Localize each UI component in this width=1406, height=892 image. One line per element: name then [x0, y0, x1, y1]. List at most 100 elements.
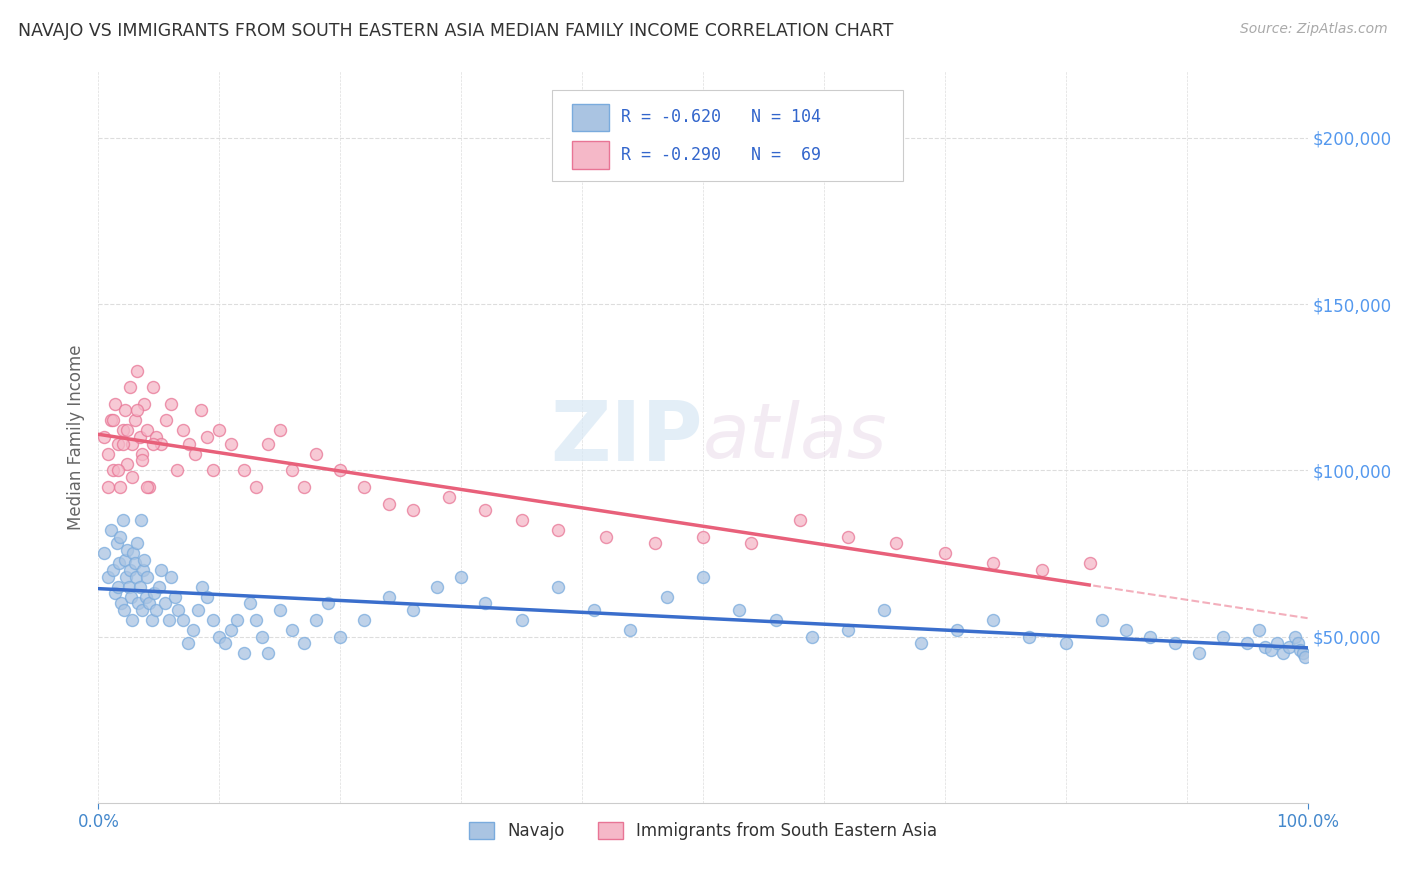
- Point: [1278, 640, 1301, 654]
- Point: [728, 603, 751, 617]
- Point: [135, 424, 157, 438]
- Point: [107, 436, 129, 450]
- Point: [141, 613, 163, 627]
- Point: [145, 430, 167, 444]
- Point: [184, 447, 207, 461]
- Point: [1078, 557, 1101, 571]
- Point: [1284, 630, 1306, 644]
- Point: [195, 430, 218, 444]
- Point: [143, 586, 166, 600]
- Point: [281, 463, 304, 477]
- Point: [644, 536, 666, 550]
- Point: [1286, 636, 1309, 650]
- Point: [128, 430, 150, 444]
- Point: [245, 480, 267, 494]
- Point: [402, 603, 425, 617]
- Point: [583, 603, 606, 617]
- Point: [187, 603, 209, 617]
- Point: [1031, 563, 1053, 577]
- Text: ZIP: ZIP: [551, 397, 703, 477]
- Point: [138, 596, 160, 610]
- Point: [153, 596, 176, 610]
- Point: [1054, 636, 1077, 650]
- Point: [329, 630, 352, 644]
- Point: [1292, 646, 1315, 660]
- Point: [245, 613, 267, 627]
- Point: [107, 463, 129, 477]
- Point: [131, 447, 153, 461]
- Point: [132, 563, 155, 577]
- Point: [105, 536, 128, 550]
- Point: [1254, 640, 1277, 654]
- Point: [1212, 630, 1234, 644]
- Point: [377, 497, 399, 511]
- Text: NAVAJO VS IMMIGRANTS FROM SOUTH EASTERN ASIA MEDIAN FAMILY INCOME CORRELATION CH: NAVAJO VS IMMIGRANTS FROM SOUTH EASTERN …: [18, 22, 894, 40]
- Point: [239, 596, 262, 610]
- Point: [1272, 646, 1295, 660]
- Point: [934, 546, 956, 560]
- Point: [101, 463, 124, 477]
- Point: [93, 546, 115, 560]
- Point: [135, 570, 157, 584]
- Point: [221, 436, 243, 450]
- Point: [316, 596, 339, 610]
- Point: [111, 513, 134, 527]
- Point: [122, 546, 145, 560]
- Point: [131, 603, 153, 617]
- Point: [1115, 623, 1137, 637]
- Point: [692, 570, 714, 584]
- Point: [692, 530, 714, 544]
- Point: [1236, 636, 1258, 650]
- Point: [145, 603, 167, 617]
- Text: Source: ZipAtlas.com: Source: ZipAtlas.com: [1240, 22, 1388, 37]
- FancyBboxPatch shape: [551, 90, 903, 181]
- Point: [100, 413, 122, 427]
- Point: [910, 636, 932, 650]
- Point: [232, 646, 254, 660]
- Point: [93, 430, 115, 444]
- Point: [256, 436, 278, 450]
- Point: [150, 563, 173, 577]
- Point: [110, 596, 132, 610]
- Point: [800, 630, 823, 644]
- Point: [510, 513, 533, 527]
- Point: [108, 557, 131, 571]
- Point: [619, 623, 641, 637]
- Point: [789, 513, 811, 527]
- Point: [1249, 623, 1271, 637]
- Point: [450, 570, 472, 584]
- Point: [226, 613, 249, 627]
- Point: [135, 590, 157, 604]
- Point: [117, 457, 139, 471]
- Point: [474, 596, 496, 610]
- Point: [547, 580, 569, 594]
- Point: [125, 570, 148, 584]
- Point: [160, 397, 183, 411]
- Point: [120, 590, 142, 604]
- Point: [112, 603, 135, 617]
- Point: [292, 636, 315, 650]
- Y-axis label: Median Family Income: Median Family Income: [66, 344, 84, 530]
- Point: [142, 436, 165, 450]
- Point: [128, 580, 150, 594]
- Point: [214, 636, 236, 650]
- Point: [124, 557, 146, 571]
- Point: [305, 613, 328, 627]
- Point: [353, 480, 375, 494]
- Point: [179, 436, 201, 450]
- Point: [377, 590, 399, 604]
- Point: [100, 523, 122, 537]
- Point: [101, 563, 124, 577]
- Point: [1163, 636, 1185, 650]
- Point: [208, 630, 231, 644]
- Point: [148, 580, 170, 594]
- Point: [946, 623, 969, 637]
- Point: [115, 570, 138, 584]
- Point: [221, 623, 243, 637]
- Bar: [572, 103, 609, 131]
- Point: [121, 436, 143, 450]
- Point: [97, 570, 120, 584]
- Point: [305, 447, 328, 461]
- Point: [111, 424, 134, 438]
- Point: [292, 480, 315, 494]
